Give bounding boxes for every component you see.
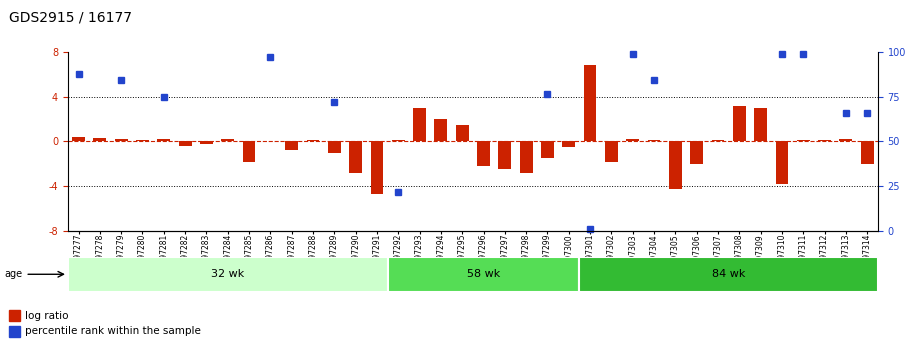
Bar <box>477 141 490 166</box>
Bar <box>733 106 746 141</box>
Bar <box>605 141 618 161</box>
Bar <box>157 139 170 141</box>
Bar <box>93 138 106 141</box>
Bar <box>669 141 681 188</box>
Text: 32 wk: 32 wk <box>211 269 244 279</box>
Bar <box>754 108 767 141</box>
Bar <box>691 141 703 164</box>
Text: 84 wk: 84 wk <box>712 269 746 279</box>
Bar <box>349 141 362 173</box>
Bar <box>136 140 148 141</box>
Bar <box>414 108 426 141</box>
Bar <box>541 141 554 158</box>
Bar <box>68 257 387 292</box>
Bar <box>328 141 340 152</box>
Bar <box>387 257 579 292</box>
Bar <box>499 141 511 169</box>
Bar <box>648 140 661 141</box>
Bar <box>626 139 639 141</box>
Bar <box>818 140 831 141</box>
Bar <box>456 125 469 141</box>
Bar <box>392 140 405 141</box>
Bar <box>370 141 384 194</box>
Bar <box>579 257 878 292</box>
Bar <box>796 140 810 141</box>
Bar <box>434 119 447 141</box>
Text: GDS2915 / 16177: GDS2915 / 16177 <box>9 10 132 24</box>
Bar <box>9 310 21 321</box>
Text: log ratio: log ratio <box>25 311 69 321</box>
Bar <box>115 139 128 141</box>
Text: age: age <box>5 269 23 279</box>
Text: 58 wk: 58 wk <box>467 269 500 279</box>
Bar <box>200 141 213 144</box>
Bar <box>519 141 532 173</box>
Bar <box>307 140 319 141</box>
Text: percentile rank within the sample: percentile rank within the sample <box>25 326 201 336</box>
Bar <box>861 141 873 164</box>
Bar <box>243 141 255 161</box>
Bar <box>776 141 788 184</box>
Bar <box>562 141 576 147</box>
Bar <box>840 139 853 141</box>
Bar <box>285 141 298 150</box>
Bar <box>222 139 234 141</box>
Bar <box>9 326 21 337</box>
Bar <box>584 65 596 141</box>
Bar <box>711 140 724 141</box>
Bar <box>72 137 85 141</box>
Bar <box>178 141 192 146</box>
